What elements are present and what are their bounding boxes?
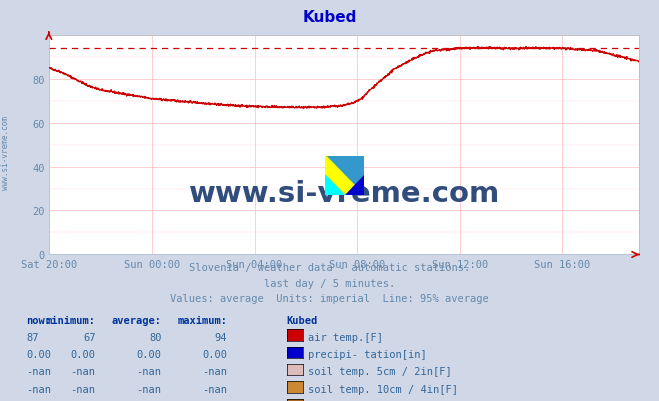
Bar xyxy=(326,176,345,196)
Polygon shape xyxy=(326,176,345,196)
Text: soil temp. 5cm / 2in[F]: soil temp. 5cm / 2in[F] xyxy=(308,367,452,377)
Text: -nan: -nan xyxy=(26,367,51,377)
Bar xyxy=(345,156,364,176)
Text: air temp.[F]: air temp.[F] xyxy=(308,332,384,342)
Text: last day / 5 minutes.: last day / 5 minutes. xyxy=(264,278,395,288)
Polygon shape xyxy=(326,156,364,196)
Text: 0.00: 0.00 xyxy=(136,349,161,359)
Text: 94: 94 xyxy=(215,332,227,342)
Text: -nan: -nan xyxy=(71,367,96,377)
Text: Slovenia / weather data - automatic stations.: Slovenia / weather data - automatic stat… xyxy=(189,263,470,273)
Text: www.si-vreme.com: www.si-vreme.com xyxy=(188,180,500,207)
Text: 0.00: 0.00 xyxy=(26,349,51,359)
Text: average:: average: xyxy=(111,315,161,325)
Text: maximum:: maximum: xyxy=(177,315,227,325)
Bar xyxy=(326,156,345,176)
Text: Values: average  Units: imperial  Line: 95% average: Values: average Units: imperial Line: 95… xyxy=(170,293,489,303)
Text: soil temp. 10cm / 4in[F]: soil temp. 10cm / 4in[F] xyxy=(308,384,459,394)
Bar xyxy=(345,176,364,196)
Text: Kubed: Kubed xyxy=(302,10,357,25)
Text: minimum:: minimum: xyxy=(45,315,96,325)
Text: -nan: -nan xyxy=(136,367,161,377)
Polygon shape xyxy=(345,176,364,196)
Text: precipi- tation[in]: precipi- tation[in] xyxy=(308,349,427,359)
Text: Kubed: Kubed xyxy=(287,315,318,325)
Text: 87: 87 xyxy=(26,332,39,342)
Text: 0.00: 0.00 xyxy=(202,349,227,359)
Text: www.si-vreme.com: www.si-vreme.com xyxy=(1,115,10,189)
Text: -nan: -nan xyxy=(71,384,96,394)
Text: 0.00: 0.00 xyxy=(71,349,96,359)
Text: -nan: -nan xyxy=(26,384,51,394)
Text: -nan: -nan xyxy=(136,384,161,394)
Text: -nan: -nan xyxy=(202,384,227,394)
Polygon shape xyxy=(326,156,364,196)
Text: 67: 67 xyxy=(83,332,96,342)
Text: now:: now: xyxy=(26,315,51,325)
Text: 80: 80 xyxy=(149,332,161,342)
Text: -nan: -nan xyxy=(202,367,227,377)
